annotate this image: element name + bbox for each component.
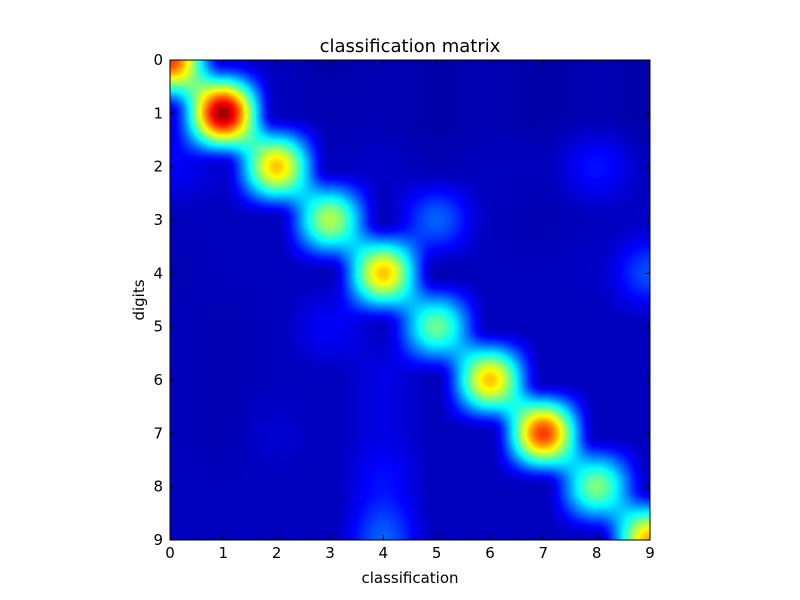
heatmap-cell bbox=[357, 460, 410, 513]
heatmap-cell bbox=[250, 140, 303, 193]
heatmap-cell bbox=[463, 460, 516, 513]
heatmap-cell bbox=[463, 140, 516, 193]
heatmap-cell bbox=[623, 60, 650, 87]
heatmap-cell bbox=[357, 193, 410, 246]
heatmap-cell bbox=[570, 87, 623, 140]
y-tick-label: 9 bbox=[153, 531, 163, 549]
x-tick-label: 3 bbox=[325, 544, 335, 562]
heatmap-cell bbox=[197, 460, 250, 513]
x-tick-label: 4 bbox=[379, 544, 389, 562]
x-tick-label: 9 bbox=[645, 544, 655, 562]
y-tick-label: 1 bbox=[153, 104, 163, 122]
heatmap-cell bbox=[517, 460, 570, 513]
heatmap-cell bbox=[517, 193, 570, 246]
heatmap-cells bbox=[170, 60, 650, 540]
heatmap-cell bbox=[357, 300, 410, 353]
heatmap-cell bbox=[570, 247, 623, 300]
heatmap-cell bbox=[517, 247, 570, 300]
heatmap-cell bbox=[303, 140, 356, 193]
heatmap-cell bbox=[303, 407, 356, 460]
x-tick-label: 7 bbox=[539, 544, 549, 562]
heatmap-cell bbox=[463, 300, 516, 353]
heatmap-cell bbox=[303, 460, 356, 513]
heatmap-cell bbox=[357, 140, 410, 193]
y-tick-label: 2 bbox=[153, 158, 163, 176]
heatmap-cell bbox=[517, 87, 570, 140]
heatmap-cell bbox=[357, 247, 410, 300]
heatmap-cell bbox=[303, 300, 356, 353]
heatmap-cell bbox=[197, 87, 250, 140]
heatmap-cell bbox=[170, 60, 197, 87]
heatmap-cell bbox=[410, 460, 463, 513]
heatmap-cell bbox=[250, 87, 303, 140]
x-tick-label: 2 bbox=[272, 544, 282, 562]
heatmap-cell bbox=[197, 140, 250, 193]
heatmap-cell bbox=[570, 353, 623, 406]
heatmap-cell bbox=[303, 247, 356, 300]
heatmap-cell bbox=[410, 300, 463, 353]
heatmap-cell bbox=[410, 407, 463, 460]
heatmap-cell bbox=[197, 300, 250, 353]
chart-title: classification matrix bbox=[320, 36, 501, 57]
heatmap-cell bbox=[357, 407, 410, 460]
heatmap-cell bbox=[197, 247, 250, 300]
heatmap-cell bbox=[303, 193, 356, 246]
y-tick-label: 8 bbox=[153, 478, 163, 496]
heatmap-cell bbox=[250, 300, 303, 353]
heatmap-canvas bbox=[170, 60, 650, 540]
heatmap-cell bbox=[197, 193, 250, 246]
x-tick-label: 8 bbox=[592, 544, 602, 562]
heatmap-cell bbox=[517, 407, 570, 460]
heatmap-cell bbox=[303, 87, 356, 140]
y-tick-label: 5 bbox=[153, 318, 163, 336]
heatmap-cell bbox=[250, 247, 303, 300]
x-tick-label: 1 bbox=[219, 544, 229, 562]
y-tick-label: 4 bbox=[153, 264, 163, 282]
heatmap-cell bbox=[517, 353, 570, 406]
heatmap-cell bbox=[570, 140, 623, 193]
y-axis-label: digits bbox=[130, 279, 148, 320]
x-tick-label: 6 bbox=[485, 544, 495, 562]
x-tick-label: 0 bbox=[165, 544, 175, 562]
heatmap-cell bbox=[410, 247, 463, 300]
y-tick-label: 6 bbox=[153, 371, 163, 389]
heatmap-cell bbox=[410, 87, 463, 140]
heatmap-cell bbox=[357, 87, 410, 140]
heatmap-cell bbox=[463, 193, 516, 246]
heatmap-cell bbox=[570, 193, 623, 246]
x-tick-label: 5 bbox=[432, 544, 442, 562]
heatmap-cell bbox=[410, 353, 463, 406]
y-tick-label: 7 bbox=[153, 424, 163, 442]
heatmap-cell bbox=[570, 300, 623, 353]
heatmap-cell bbox=[570, 460, 623, 513]
heatmap-cell bbox=[463, 87, 516, 140]
heatmap-cell bbox=[463, 353, 516, 406]
heatmap-cell bbox=[410, 140, 463, 193]
heatmap-cell bbox=[517, 140, 570, 193]
heatmap-cell bbox=[463, 247, 516, 300]
heatmap-cell bbox=[623, 513, 650, 540]
heatmap-cell bbox=[250, 407, 303, 460]
heatmap-cell bbox=[463, 407, 516, 460]
heatmap-plot-area bbox=[170, 60, 650, 540]
heatmap-cell bbox=[250, 193, 303, 246]
heatmap-cell bbox=[570, 407, 623, 460]
y-tick-label: 0 bbox=[153, 51, 163, 69]
plot-frame bbox=[169, 59, 651, 541]
heatmap-cell bbox=[250, 353, 303, 406]
x-axis-label: classification bbox=[361, 569, 458, 587]
heatmap-cell bbox=[197, 407, 250, 460]
heatmap-cell bbox=[410, 193, 463, 246]
heatmap-cell bbox=[517, 300, 570, 353]
heatmap-cell bbox=[250, 460, 303, 513]
y-tick-label: 3 bbox=[153, 211, 163, 229]
heatmap-cell bbox=[197, 353, 250, 406]
heatmap-cell bbox=[170, 513, 197, 540]
heatmap-cell bbox=[303, 353, 356, 406]
heatmap-cell bbox=[357, 353, 410, 406]
